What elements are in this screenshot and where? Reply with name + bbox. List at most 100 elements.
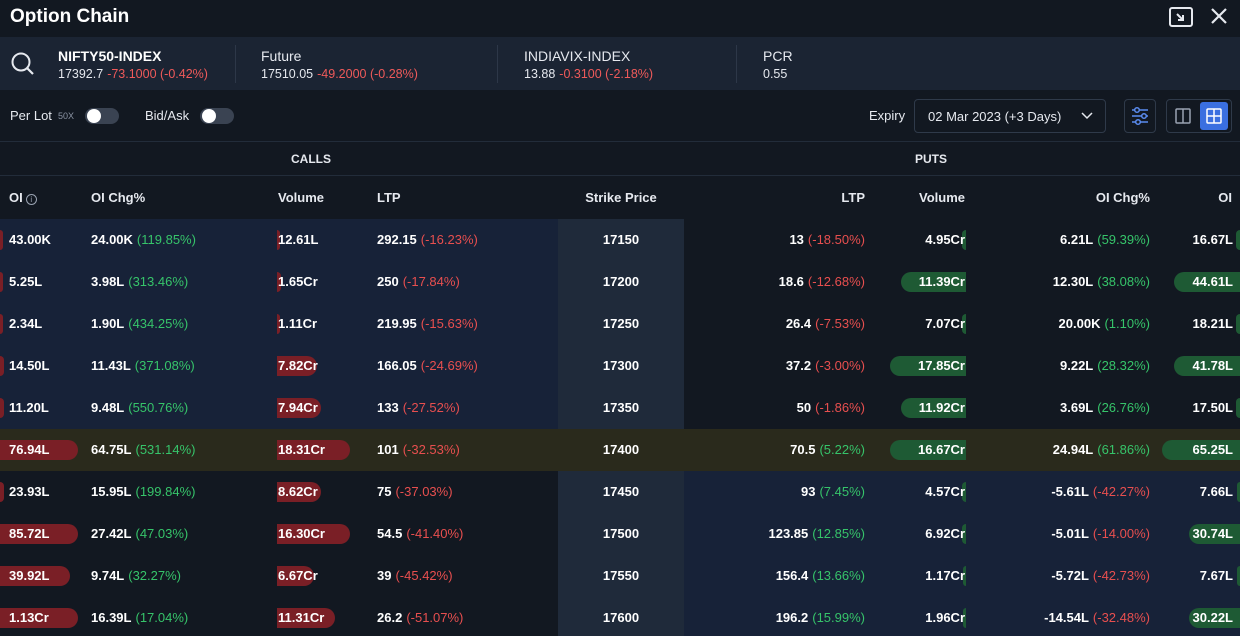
per-lot-multiplier: 50X (58, 111, 75, 121)
expiry-select[interactable]: 02 Mar 2023 (+3 Days) (914, 99, 1106, 133)
close-icon[interactable] (1206, 5, 1232, 29)
call-oi-change: 64.75L (531.14%) (91, 429, 195, 471)
col-call-volume[interactable]: Volume (278, 190, 324, 205)
put-oi-change-pct: (1.10%) (1104, 316, 1150, 331)
col-strike-price[interactable]: Strike Price (585, 190, 657, 205)
put-ltp[interactable]: 123.85 (12.85%) (700, 513, 865, 555)
call-ltp-value: 250 (377, 274, 399, 289)
table-row[interactable]: 11.20L 9.48L (550.76%) 7.94Cr 133 (-27.52%) 17… (0, 387, 1240, 429)
table-row[interactable]: 76.94L 64.75L (531.14%) 18.31Cr 101 (-32.53%)… (0, 429, 1240, 471)
put-ltp[interactable]: 196.2 (15.99%) (700, 597, 865, 636)
put-ltp[interactable]: 13 (-18.50%) (700, 219, 865, 261)
call-volume-value: 8.62Cr (278, 484, 318, 499)
col-call-oi[interactable]: OI i (9, 190, 37, 205)
table-row[interactable]: 2.34L 1.90L (434.25%) 1.11Cr 219.95 (-15.63%)… (0, 303, 1240, 345)
table-row[interactable]: 1.13Cr 16.39L (17.04%) 11.31Cr 26.2 (-51.07%)… (0, 597, 1240, 636)
put-volume-value: 7.07Cr (925, 316, 965, 331)
put-side-background (684, 597, 1240, 636)
bid-ask-toggle[interactable] (200, 108, 234, 124)
col-put-ltp[interactable]: LTP (841, 190, 865, 205)
call-ltp-change: (-16.23%) (420, 232, 478, 247)
put-oi-change-value: -5.72L (1051, 568, 1089, 583)
table-row[interactable]: 85.72L 27.42L (47.03%) 16.30Cr 54.5 (-41.40%)… (0, 513, 1240, 555)
column-headers: OI i OI Chg% Volume LTP Strike Price LTP … (0, 177, 1240, 219)
put-ltp-value: 156.4 (775, 568, 809, 583)
col-put-oi[interactable]: OI (1218, 190, 1232, 205)
put-ltp-change: (-3.00%) (815, 358, 865, 373)
strike-price: 17550 (602, 568, 640, 583)
put-volume-bar (962, 314, 966, 334)
put-oi-change-value: -14.54L (1044, 610, 1089, 625)
col-call-oi-chg[interactable]: OI Chg% (91, 190, 146, 205)
call-oi-change-value: 9.48L (91, 400, 125, 415)
put-oi-change: -5.72L (-42.73%) (990, 555, 1150, 597)
call-ltp[interactable]: 101 (-32.53%) (377, 429, 460, 471)
table-row[interactable]: 5.25L 3.98L (313.46%) 1.65Cr 250 (-17.84%) 172… (0, 261, 1240, 303)
put-ltp[interactable]: 26.4 (-7.53%) (700, 303, 865, 345)
put-oi-change-value: 24.94L (1052, 442, 1094, 457)
call-ltp[interactable]: 133 (-27.52%) (377, 387, 460, 429)
call-oi-change-pct: (434.25%) (128, 316, 189, 331)
put-ltp-value: 50 (796, 400, 812, 415)
put-oi-change: 3.69L (26.76%) (990, 387, 1150, 429)
strike-price: 17300 (602, 358, 640, 373)
picture-in-picture-icon[interactable] (1168, 5, 1194, 29)
search-icon[interactable] (10, 51, 36, 77)
toggle-knob (202, 109, 216, 123)
call-oi-bar (0, 314, 3, 334)
put-ltp[interactable]: 50 (-1.86%) (700, 387, 865, 429)
per-lot-toggle[interactable] (85, 108, 119, 124)
table-row[interactable]: 39.92L 9.74L (32.27%) 6.67Cr 39 (-45.42%) 1755… (0, 555, 1240, 597)
strike-price: 17500 (602, 526, 640, 541)
vix-value: 13.88 (524, 67, 556, 81)
put-ltp[interactable]: 70.5 (5.22%) (700, 429, 865, 471)
put-oi-change-value: 9.22L (1060, 358, 1094, 373)
expiry-label: Expiry (869, 108, 906, 123)
call-ltp[interactable]: 219.95 (-15.63%) (377, 303, 478, 345)
call-ltp-value: 219.95 (377, 316, 417, 331)
call-oi-change-pct: (371.08%) (134, 358, 195, 373)
put-oi-value: 30.74L (1192, 526, 1233, 541)
put-volume-value: 1.17Cr (925, 568, 965, 583)
put-ltp[interactable]: 156.4 (13.66%) (700, 555, 865, 597)
call-volume-value: 16.30Cr (278, 526, 325, 541)
put-oi-change: 12.30L (38.08%) (990, 261, 1150, 303)
call-oi-bar (0, 524, 78, 544)
split-view-icon[interactable] (1169, 102, 1197, 130)
call-ltp[interactable]: 39 (-45.42%) (377, 555, 453, 597)
table-row[interactable]: 23.93L 15.95L (199.84%) 8.62Cr 75 (-37.03%) 17… (0, 471, 1240, 513)
call-oi-value: 14.50L (9, 358, 50, 373)
call-oi-change: 9.74L (32.27%) (91, 555, 181, 597)
call-ltp[interactable]: 292.15 (-16.23%) (377, 219, 478, 261)
put-oi-change: -5.61L (-42.27%) (990, 471, 1150, 513)
strike-price: 17150 (602, 232, 640, 247)
call-ltp-value: 292.15 (377, 232, 417, 247)
call-ltp-change: (-27.52%) (402, 400, 460, 415)
info-icon[interactable]: i (25, 194, 37, 205)
put-volume-bar (962, 482, 966, 502)
call-volume-bar (277, 356, 317, 376)
grid-view-icon[interactable] (1200, 102, 1228, 130)
call-ltp[interactable]: 75 (-37.03%) (377, 471, 453, 513)
col-call-ltp[interactable]: LTP (377, 190, 401, 205)
table-row[interactable]: 14.50L 11.43L (371.08%) 7.82Cr 166.05 (-24.69… (0, 345, 1240, 387)
call-oi-change: 11.43L (371.08%) (91, 345, 195, 387)
put-oi-bar (1189, 524, 1240, 544)
filter-sliders-icon[interactable] (1124, 99, 1156, 133)
col-put-oi-chg[interactable]: OI Chg% (1095, 190, 1150, 205)
table-row[interactable]: 43.00K 24.00K (119.85%) 12.61L 292.15 (-16.23… (0, 219, 1240, 261)
call-ltp[interactable]: 26.2 (-51.07%) (377, 597, 463, 636)
put-ltp[interactable]: 37.2 (-3.00%) (700, 345, 865, 387)
put-ltp[interactable]: 93 (7.45%) (700, 471, 865, 513)
put-volume-bar (901, 272, 966, 292)
put-volume-bar (901, 398, 966, 418)
call-ltp[interactable]: 166.05 (-24.69%) (377, 345, 478, 387)
call-ltp[interactable]: 54.5 (-41.40%) (377, 513, 463, 555)
put-oi-change-pct: (-42.27%) (1092, 484, 1150, 499)
nifty-index-block[interactable]: NIFTY50-INDEX 17392.7 -73.1000 (-0.42%) (58, 48, 208, 81)
call-oi-change-pct: (119.85%) (136, 232, 196, 247)
put-oi-value: 41.78L (1192, 358, 1233, 373)
put-ltp[interactable]: 18.6 (-12.68%) (700, 261, 865, 303)
call-ltp[interactable]: 250 (-17.84%) (377, 261, 460, 303)
col-put-volume[interactable]: Volume (919, 190, 965, 205)
